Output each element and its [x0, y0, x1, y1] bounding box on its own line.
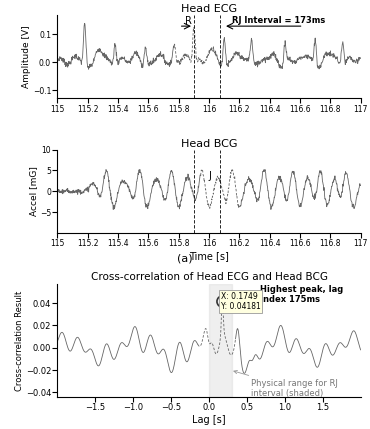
Bar [209, 284, 232, 397]
Text: RJ Interval = 173ms: RJ Interval = 173ms [232, 16, 326, 25]
Y-axis label: Cross-correlation Result: Cross-correlation Result [15, 290, 24, 391]
X-axis label: Time [s]: Time [s] [189, 251, 229, 261]
Y-axis label: Amplitude [V]: Amplitude [V] [22, 25, 31, 88]
Title: Head BCG: Head BCG [181, 139, 237, 149]
Title: Cross-correlation of Head ECG and Head BCG: Cross-correlation of Head ECG and Head B… [91, 272, 327, 282]
Text: Highest peak, lag
index 175ms: Highest peak, lag index 175ms [228, 285, 343, 304]
X-axis label: Lag [s]: Lag [s] [192, 415, 226, 425]
Text: (a): (a) [177, 254, 193, 264]
Text: J: J [209, 171, 212, 181]
Text: Physical range for RJ
interval (shaded): Physical range for RJ interval (shaded) [234, 370, 338, 399]
Y-axis label: Accel [mG]: Accel [mG] [30, 166, 38, 216]
Title: Head ECG: Head ECG [181, 4, 237, 14]
Text: X: 0.1749
Y: 0.04181: X: 0.1749 Y: 0.04181 [221, 292, 260, 311]
Text: R: R [185, 16, 191, 26]
